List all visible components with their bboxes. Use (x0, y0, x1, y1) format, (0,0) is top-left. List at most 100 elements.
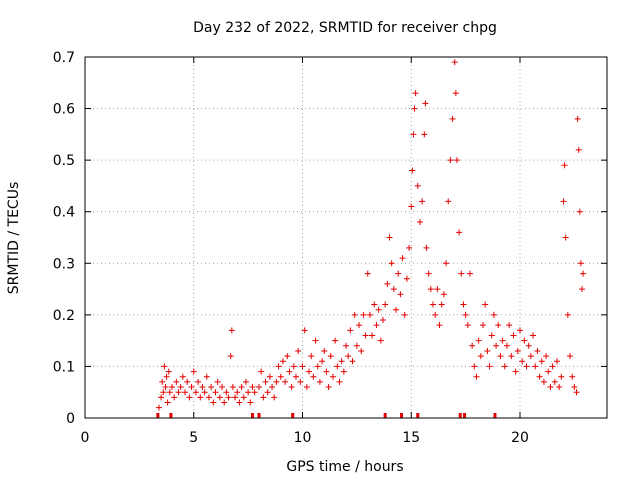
data-point (212, 389, 219, 396)
data-point (240, 394, 247, 401)
data-point (327, 353, 334, 360)
data-point (308, 353, 315, 360)
data-point (229, 384, 236, 391)
data-point (499, 337, 506, 344)
rug-mark (399, 413, 403, 418)
data-point (384, 280, 391, 287)
data-point (161, 363, 168, 370)
data-point (547, 384, 554, 391)
data-point (411, 105, 418, 112)
data-point (316, 378, 323, 385)
data-point (577, 260, 584, 267)
data-point (319, 358, 326, 365)
data-point (159, 378, 166, 385)
data-point (306, 368, 313, 375)
data-point (169, 384, 175, 391)
data-point (456, 229, 463, 236)
data-point (286, 368, 293, 375)
data-point (369, 332, 376, 339)
data-point (190, 368, 197, 375)
data-point (158, 394, 165, 401)
data-point (497, 353, 504, 360)
data-point (314, 363, 321, 370)
data-point (543, 353, 550, 360)
data-point (284, 353, 291, 360)
data-point (567, 353, 574, 360)
data-point (527, 353, 534, 360)
y-tick-label: 0.1 (53, 359, 75, 375)
data-point (578, 286, 585, 293)
data-point (503, 342, 510, 349)
x-tick-label: 0 (81, 430, 90, 446)
data-point (530, 332, 537, 339)
data-point (334, 363, 341, 370)
data-point (349, 358, 356, 365)
data-point (440, 291, 447, 298)
data-point (295, 347, 302, 354)
grid-lines (85, 57, 607, 418)
y-axis-label: SRMTID / TECUs (6, 182, 22, 295)
data-point (247, 399, 254, 406)
data-point (556, 384, 563, 391)
data-point (401, 311, 408, 318)
data-point (393, 306, 400, 313)
data-point (452, 90, 459, 97)
rug-mark (291, 413, 295, 418)
data-point (573, 389, 580, 396)
data-point (225, 394, 232, 401)
data-point (329, 373, 336, 380)
data-point (227, 353, 234, 360)
data-point (186, 394, 193, 401)
data-point (256, 384, 262, 391)
rug-mark (416, 413, 420, 418)
data-point (188, 384, 195, 391)
data-point (197, 394, 204, 401)
data-point (301, 327, 308, 334)
x-tick-label: 20 (511, 430, 529, 446)
data-point (199, 384, 206, 391)
data-point (561, 162, 568, 169)
data-point (266, 373, 273, 380)
data-point (210, 399, 217, 406)
rug-mark (169, 413, 173, 418)
data-point (576, 208, 583, 215)
data-point (160, 389, 167, 396)
data-point (258, 368, 265, 375)
x-tick-label: 5 (189, 430, 198, 446)
y-tick-labels: 0 0.1 0.2 0.3 0.4 0.5 0.6 0.7 (53, 50, 75, 427)
data-point (451, 59, 458, 66)
data-point (292, 373, 299, 380)
data-point (184, 378, 191, 385)
data-point (379, 317, 386, 324)
data-point (422, 100, 429, 107)
y-tick-label: 0.6 (53, 102, 75, 118)
data-points (155, 59, 587, 411)
data-point (569, 373, 576, 380)
data-point (399, 255, 406, 262)
data-point (408, 203, 415, 210)
data-point (538, 358, 545, 365)
data-point (234, 389, 241, 396)
data-point (175, 389, 182, 396)
data-point (443, 260, 450, 267)
data-point (574, 115, 581, 122)
data-point (501, 363, 508, 370)
data-point (171, 394, 178, 401)
data-point (338, 358, 345, 365)
data-point (484, 347, 491, 354)
data-point (436, 322, 443, 329)
data-point (223, 389, 230, 396)
data-point (299, 363, 306, 370)
data-point (205, 394, 212, 401)
data-point (414, 182, 421, 189)
data-point (482, 301, 489, 308)
data-point (273, 378, 280, 385)
data-point (371, 301, 378, 308)
data-point (469, 342, 476, 349)
data-point (560, 198, 567, 205)
data-point (362, 332, 369, 339)
data-point (245, 389, 252, 396)
rug-mark (458, 413, 462, 418)
data-point (512, 368, 519, 375)
data-point (410, 131, 417, 138)
